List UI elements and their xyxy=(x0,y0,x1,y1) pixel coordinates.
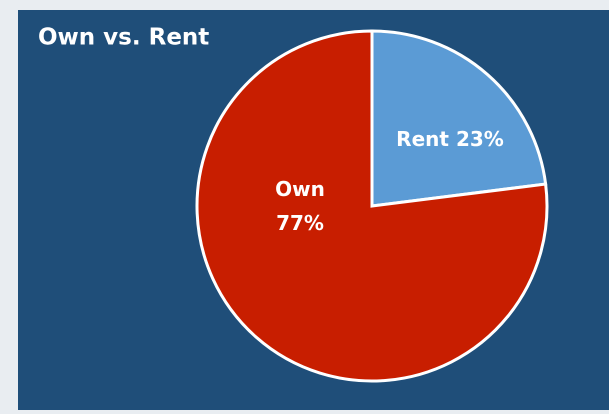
data-label: Own 77% xyxy=(275,177,325,235)
value-label: 23% xyxy=(456,127,504,151)
pie-slice xyxy=(195,29,549,383)
category-label: Rent xyxy=(396,127,449,151)
data-label: Rent 23% xyxy=(396,127,504,151)
chart-title: Own vs. Rent xyxy=(38,25,209,51)
pie-slice xyxy=(370,29,548,208)
category-label: Own xyxy=(275,177,325,201)
value-label: 77% xyxy=(276,211,324,235)
